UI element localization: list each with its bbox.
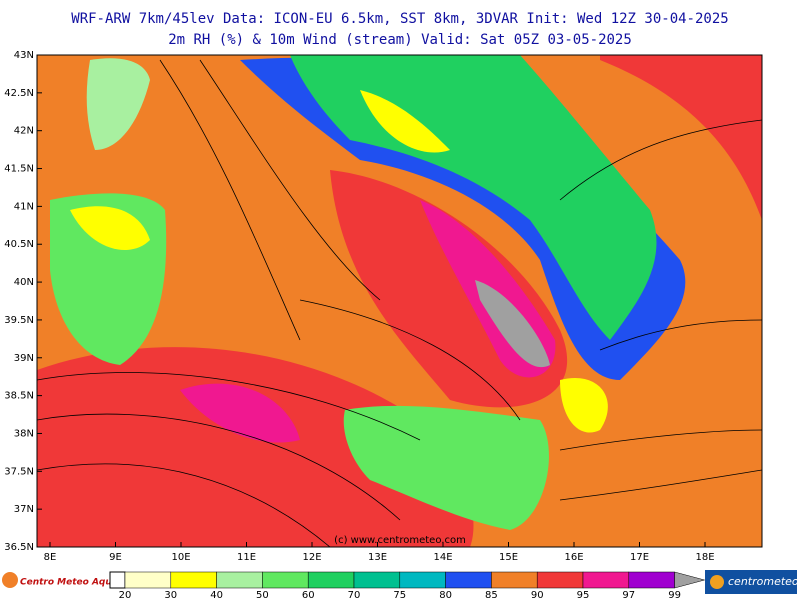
legend-label: 50 [256, 590, 269, 600]
legend-swatch [307, 571, 355, 589]
streamlines [37, 59, 762, 547]
lat-label: 41.5N [4, 164, 34, 175]
legend-swatch [262, 571, 309, 589]
legend-swatch [170, 571, 217, 589]
legend-swatch [124, 571, 172, 589]
title-line-2: 2m RH (%) & 10m Wind (stream) Valid: Sat… [168, 32, 632, 48]
logo-icon [2, 572, 18, 588]
legend-swatch [445, 571, 492, 589]
legend-swatch [582, 571, 630, 589]
legend-label: 97 [622, 590, 635, 600]
legend-swatch [399, 571, 446, 589]
lon-label: 8E [44, 552, 57, 563]
lat-label: 41N [14, 201, 34, 212]
lat-label: 43N [14, 50, 34, 61]
humid-band [600, 55, 762, 220]
lat-label: 42.5N [4, 88, 34, 99]
legend-swatch [216, 571, 263, 589]
lon-label: 9E [109, 552, 122, 563]
map-frame [36, 54, 763, 548]
logo-icon [710, 575, 724, 589]
logo-text: centrometeo [728, 575, 799, 588]
legend-label: 40 [210, 590, 223, 600]
streamline [159, 59, 301, 341]
lat-label: 40.5N [4, 239, 34, 250]
map-field [37, 55, 762, 547]
legend-swatch [536, 571, 584, 589]
logo-right: centrometeo [705, 570, 799, 594]
legend-label: 20 [119, 590, 132, 600]
lon-label: 18E [695, 552, 714, 563]
lon-label: 15E [499, 552, 518, 563]
streamline [599, 319, 762, 351]
legend-swatch [628, 571, 675, 589]
land-dry [70, 206, 150, 250]
logo-text: Centro Meteo Aquileo [20, 578, 130, 588]
lat-label: 37N [14, 504, 34, 515]
lat-label: 42N [14, 126, 34, 137]
humid-band [37, 347, 474, 547]
legend-label: 30 [164, 590, 177, 600]
legend-under [109, 571, 126, 589]
lon-label: 14E [433, 552, 452, 563]
legend-label: 80 [439, 590, 452, 600]
lon-label: 12E [302, 552, 321, 563]
legend-label: 75 [393, 590, 406, 600]
lat-label: 39N [14, 353, 34, 364]
streamline [559, 119, 762, 201]
lat-label: 38.5N [4, 391, 34, 402]
legend-label: 95 [577, 590, 590, 600]
lat-label: 38N [14, 428, 34, 439]
logo-left: Centro Meteo Aquileo [2, 572, 130, 588]
lat-label: 37.5N [4, 466, 34, 477]
lon-label: 11E [237, 552, 256, 563]
sicily [343, 405, 549, 530]
land-green [290, 55, 657, 340]
humid-core [180, 383, 300, 443]
lon-label: 16E [564, 552, 583, 563]
streamline [559, 469, 762, 501]
land-dry [560, 378, 608, 433]
legend-label: 99 [668, 590, 681, 600]
land-dry [360, 90, 450, 153]
streamline [37, 413, 401, 521]
legend-over [674, 571, 706, 589]
streamline [37, 463, 331, 547]
legend-label: 85 [485, 590, 498, 600]
lon-label: 17E [630, 552, 649, 563]
legend-label: 90 [531, 590, 544, 600]
streamline [37, 372, 421, 441]
watermark: (c) www.centrometeo.com [334, 535, 466, 546]
lon-label: 13E [368, 552, 387, 563]
saturated-patch [475, 280, 550, 368]
legend-swatch [491, 571, 538, 589]
streamline [299, 299, 521, 421]
streamline [559, 429, 762, 451]
lat-label: 36.5N [4, 542, 34, 553]
lon-label: 10E [171, 552, 190, 563]
lat-label: 40N [14, 277, 34, 288]
title-line-1: WRF-ARW 7km/45lev Data: ICON-EU 6.5km, S… [71, 11, 728, 27]
corsica [86, 58, 150, 150]
legend-swatch [353, 571, 401, 589]
lat-label: 39.5N [4, 315, 34, 326]
streamline [199, 59, 381, 301]
legend-label: 70 [348, 590, 361, 600]
legend-label: 60 [302, 590, 315, 600]
